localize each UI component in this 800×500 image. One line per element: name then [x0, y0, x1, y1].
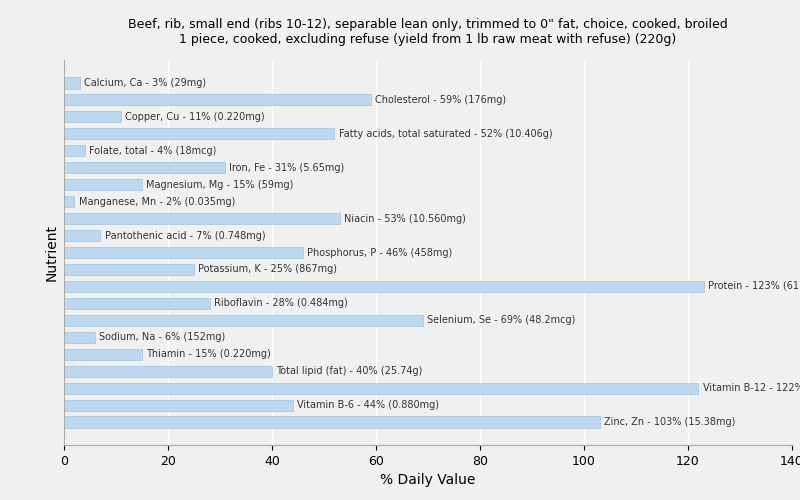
Bar [64, 146, 85, 156]
Text: Selenium, Se - 69% (48.2mcg): Selenium, Se - 69% (48.2mcg) [427, 316, 575, 326]
Y-axis label: Nutrient: Nutrient [45, 224, 58, 281]
Text: Thiamin - 15% (0.220mg): Thiamin - 15% (0.220mg) [146, 349, 271, 359]
Text: Total lipid (fat) - 40% (25.74g): Total lipid (fat) - 40% (25.74g) [276, 366, 422, 376]
Text: Copper, Cu - 11% (0.220mg): Copper, Cu - 11% (0.220mg) [126, 112, 265, 122]
Bar [64, 196, 74, 207]
Text: Pantothenic acid - 7% (0.748mg): Pantothenic acid - 7% (0.748mg) [105, 230, 265, 240]
Text: Cholesterol - 59% (176mg): Cholesterol - 59% (176mg) [375, 95, 506, 105]
Bar [64, 128, 334, 140]
Text: Vitamin B-12 - 122% (7.30mcg): Vitamin B-12 - 122% (7.30mcg) [702, 383, 800, 393]
Bar [64, 348, 142, 360]
Bar [64, 213, 340, 224]
X-axis label: % Daily Value: % Daily Value [380, 474, 476, 488]
Bar [64, 162, 226, 173]
Bar [64, 400, 293, 410]
Text: Iron, Fe - 31% (5.65mg): Iron, Fe - 31% (5.65mg) [230, 163, 345, 173]
Bar [64, 264, 194, 275]
Bar [64, 230, 101, 241]
Bar [64, 416, 600, 428]
Bar [64, 112, 122, 122]
Bar [64, 179, 142, 190]
Bar [64, 366, 272, 376]
Text: Vitamin B-6 - 44% (0.880mg): Vitamin B-6 - 44% (0.880mg) [297, 400, 439, 410]
Bar [64, 78, 79, 88]
Text: Zinc, Zn - 103% (15.38mg): Zinc, Zn - 103% (15.38mg) [604, 417, 735, 427]
Bar [64, 247, 303, 258]
Bar [64, 315, 422, 326]
Text: Niacin - 53% (10.560mg): Niacin - 53% (10.560mg) [344, 214, 466, 224]
Text: Magnesium, Mg - 15% (59mg): Magnesium, Mg - 15% (59mg) [146, 180, 294, 190]
Text: Calcium, Ca - 3% (29mg): Calcium, Ca - 3% (29mg) [84, 78, 206, 88]
Title: Beef, rib, small end (ribs 10-12), separable lean only, trimmed to 0" fat, choic: Beef, rib, small end (ribs 10-12), separ… [128, 18, 728, 46]
Text: Potassium, K - 25% (867mg): Potassium, K - 25% (867mg) [198, 264, 337, 274]
Text: Sodium, Na - 6% (152mg): Sodium, Na - 6% (152mg) [99, 332, 226, 342]
Text: Folate, total - 4% (18mcg): Folate, total - 4% (18mcg) [89, 146, 216, 156]
Bar [64, 382, 698, 394]
Text: Riboflavin - 28% (0.484mg): Riboflavin - 28% (0.484mg) [214, 298, 347, 308]
Text: Fatty acids, total saturated - 52% (10.406g): Fatty acids, total saturated - 52% (10.4… [338, 129, 552, 139]
Bar [64, 298, 210, 309]
Text: Manganese, Mn - 2% (0.035mg): Manganese, Mn - 2% (0.035mg) [78, 196, 235, 206]
Bar [64, 332, 95, 343]
Text: Protein - 123% (61.69g): Protein - 123% (61.69g) [708, 282, 800, 292]
Bar [64, 94, 371, 106]
Text: Phosphorus, P - 46% (458mg): Phosphorus, P - 46% (458mg) [307, 248, 453, 258]
Bar [64, 281, 704, 292]
